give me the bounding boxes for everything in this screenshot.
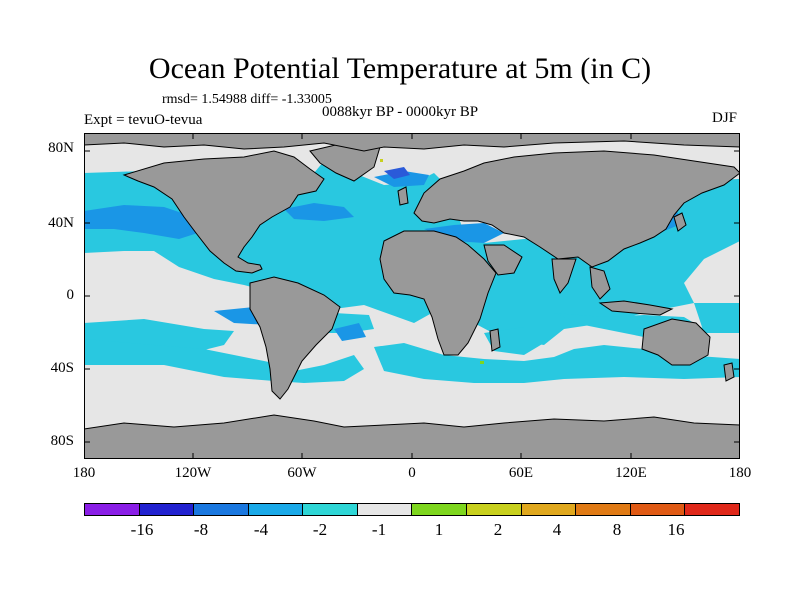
colorbar-segment (467, 504, 522, 515)
india (551, 258, 577, 294)
indonesia (598, 300, 674, 316)
south-america (249, 276, 341, 400)
period-label: 0088kyr BP - 0000kyr BP (322, 104, 479, 120)
colorbar-segment (248, 504, 304, 515)
x-tick-label: 180 (728, 465, 752, 481)
uk (397, 186, 409, 206)
warm-speck (380, 159, 383, 162)
colorbar-label: 16 (667, 520, 685, 539)
colorbar-label: -2 (312, 520, 328, 539)
colorbar-label: -16 (130, 520, 154, 539)
experiment-label: Expt = tevuO-tevua (84, 112, 203, 128)
y-tick-label: 80S (50, 433, 74, 449)
warm-speck (480, 361, 484, 364)
colorbar (84, 503, 740, 516)
colorbar-segment (630, 504, 686, 515)
colorbar-segment (85, 504, 140, 515)
colorbar-segment (194, 504, 249, 515)
southeast-asia (589, 266, 611, 300)
x-tick-label: 180 (72, 465, 96, 481)
y-tick-label: 0 (66, 287, 75, 303)
australia (641, 318, 711, 366)
colorbar-segment (521, 504, 577, 515)
colorbar-segment (139, 504, 195, 515)
north-america (122, 150, 325, 274)
colorbar-label: 4 (552, 520, 562, 539)
colorbar-label: 2 (493, 520, 503, 539)
colorbar-label: -4 (253, 520, 269, 539)
new-zealand (723, 362, 735, 382)
x-tick-label: 120W (174, 465, 212, 481)
x-tick-label: 120E (615, 465, 647, 481)
plot-title: Ocean Potential Temperature at 5m (in C) (148, 52, 652, 85)
arctic-land (84, 133, 740, 152)
land-masses (84, 142, 740, 459)
x-tick-label: 60E (508, 465, 534, 481)
colorbar-label: 8 (612, 520, 622, 539)
y-tick-label: 40S (50, 360, 74, 376)
colorbar-segment (303, 504, 358, 515)
x-tick-label: 60W (287, 465, 317, 481)
colorbar-segment (685, 504, 739, 515)
y-tick-label: 40N (48, 215, 74, 231)
plot-frame (84, 133, 740, 459)
colorbar-segment (412, 504, 468, 515)
map-plot (84, 133, 740, 459)
japan (673, 212, 687, 232)
africa (379, 230, 497, 356)
colorbar-label: -8 (193, 520, 209, 539)
antarctica (84, 414, 740, 459)
arabia (483, 244, 523, 276)
eurasia (413, 150, 740, 268)
colorbar-label: 1 (434, 520, 444, 539)
colorbar-segment (576, 504, 631, 515)
madagascar (489, 328, 501, 352)
y-tick-label: 80N (48, 140, 74, 156)
season-label: DJF (712, 110, 738, 126)
x-tick-label: 0 (408, 465, 416, 481)
colorbar-segment (357, 504, 413, 515)
colorbar-label: -1 (371, 520, 387, 539)
stats-text: rmsd= 1.54988 diff= -1.33005 (162, 92, 332, 107)
